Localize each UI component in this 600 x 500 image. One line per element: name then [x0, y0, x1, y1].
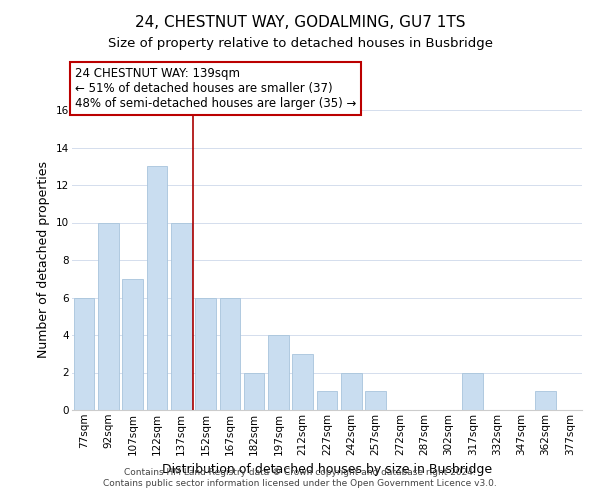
Bar: [317, 391, 337, 410]
Text: Contains HM Land Registry data © Crown copyright and database right 2024.
Contai: Contains HM Land Registry data © Crown c…: [103, 468, 497, 487]
Bar: [341, 372, 362, 410]
Bar: [220, 298, 240, 410]
Bar: [292, 354, 313, 410]
X-axis label: Distribution of detached houses by size in Busbridge: Distribution of detached houses by size …: [162, 463, 492, 476]
Bar: [268, 335, 289, 410]
Text: Size of property relative to detached houses in Busbridge: Size of property relative to detached ho…: [107, 38, 493, 51]
Bar: [195, 298, 216, 410]
Bar: [122, 279, 143, 410]
Bar: [98, 222, 119, 410]
Bar: [463, 372, 483, 410]
Bar: [244, 372, 265, 410]
Bar: [146, 166, 167, 410]
Bar: [365, 391, 386, 410]
Bar: [535, 391, 556, 410]
Text: 24 CHESTNUT WAY: 139sqm
← 51% of detached houses are smaller (37)
48% of semi-de: 24 CHESTNUT WAY: 139sqm ← 51% of detache…: [74, 67, 356, 110]
Y-axis label: Number of detached properties: Number of detached properties: [37, 162, 50, 358]
Text: 24, CHESTNUT WAY, GODALMING, GU7 1TS: 24, CHESTNUT WAY, GODALMING, GU7 1TS: [135, 15, 465, 30]
Bar: [74, 298, 94, 410]
Bar: [171, 222, 191, 410]
